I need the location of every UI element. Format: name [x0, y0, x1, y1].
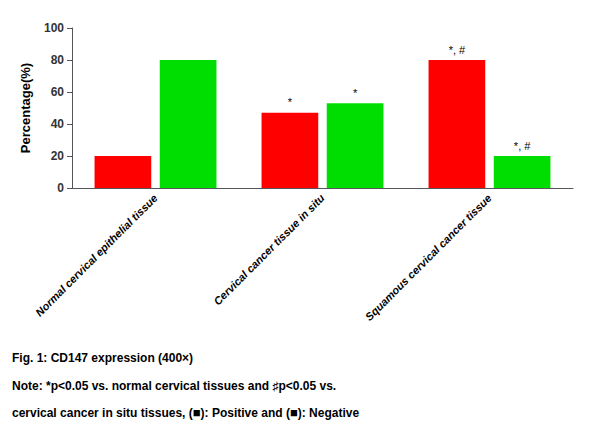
svg-text:■: ■	[290, 405, 298, 420]
svg-text:): Negative: ): Negative	[298, 406, 360, 420]
svg-text:20: 20	[51, 149, 65, 163]
svg-text:): Positive and (: ): Positive and (	[201, 406, 290, 420]
svg-text:*, #: *, #	[449, 44, 466, 56]
svg-text:Fig. 1: CD147 expression (400×: Fig. 1: CD147 expression (400×)	[12, 351, 193, 365]
svg-text:■: ■	[193, 405, 201, 420]
svg-text:80: 80	[51, 53, 65, 67]
svg-text:100: 100	[44, 21, 64, 35]
svg-text:60: 60	[51, 85, 65, 99]
svg-text:0: 0	[57, 181, 64, 195]
svg-text:Note: *p<0.05 vs. normal cervi: Note: *p<0.05 vs. normal cervical tissue…	[12, 379, 336, 393]
svg-text:Squamous cervical cancer tissu: Squamous cervical cancer tissue	[363, 192, 494, 323]
svg-text:Percentage(%): Percentage(%)	[18, 63, 33, 153]
svg-text:Cervical cancer tissue in situ: Cervical cancer tissue in situ	[211, 192, 327, 308]
svg-text:cervical cancer in situ tissue: cervical cancer in situ tissues, (	[12, 406, 193, 420]
svg-text:Normal cervical epithelial tis: Normal cervical epithelial tissue	[33, 192, 160, 319]
svg-text:*, #: *, #	[514, 140, 531, 152]
svg-text:40: 40	[51, 117, 65, 131]
svg-text:*: *	[353, 87, 358, 99]
svg-text:*: *	[288, 96, 293, 108]
